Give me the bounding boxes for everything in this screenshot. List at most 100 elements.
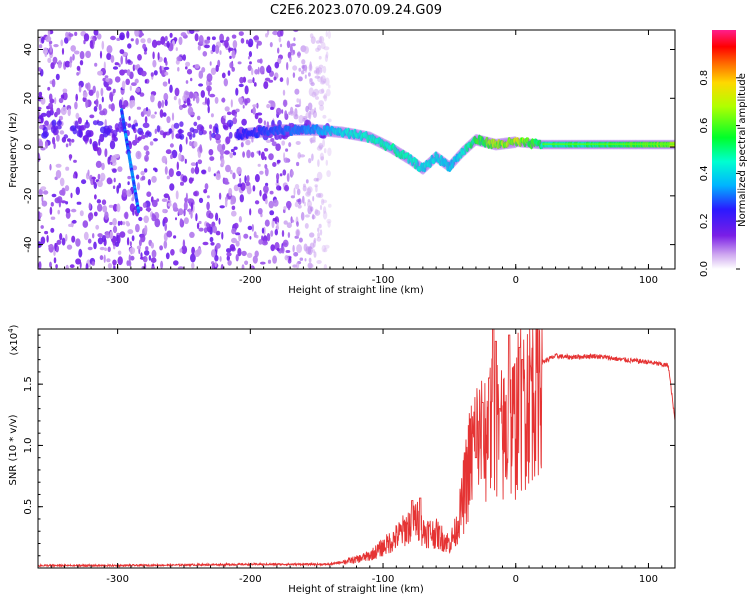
noise-blob xyxy=(44,230,49,235)
noise-blob xyxy=(136,245,141,250)
noise-blob xyxy=(317,227,320,233)
noise-blob xyxy=(227,70,231,76)
noise-blob xyxy=(67,108,71,117)
noise-blob xyxy=(61,237,66,246)
noise-blob xyxy=(138,216,143,222)
noise-blob xyxy=(316,236,322,242)
noise-blob xyxy=(301,59,306,65)
noise-blob xyxy=(313,88,319,96)
noise-blob xyxy=(207,166,211,173)
noise-blob xyxy=(129,85,132,91)
noise-blob xyxy=(74,101,78,110)
snr-scale-prefix: (x10 xyxy=(9,333,20,356)
noise-blob xyxy=(140,170,145,176)
noise-blob xyxy=(242,104,245,109)
noise-blob xyxy=(116,234,119,244)
noise-blob xyxy=(128,141,132,150)
band-blob xyxy=(112,129,118,138)
noise-blob xyxy=(89,40,94,49)
noise-blob xyxy=(110,35,116,41)
noise-blob xyxy=(38,106,42,111)
x-tick-label: -300 xyxy=(106,275,129,286)
noise-blob xyxy=(165,60,168,66)
noise-blob xyxy=(323,148,327,154)
noise-blob xyxy=(214,255,219,262)
noise-blob xyxy=(314,184,318,188)
noise-blob xyxy=(142,202,147,209)
band-blob xyxy=(70,125,77,131)
noise-blob xyxy=(144,79,148,84)
noise-blob xyxy=(281,109,284,114)
noise-blob xyxy=(175,47,178,52)
noise-blob xyxy=(230,200,234,205)
noise-blob xyxy=(223,115,227,119)
colorbar-tick-label: 0.2 xyxy=(699,213,710,229)
noise-blob xyxy=(46,124,52,130)
noise-blob xyxy=(235,108,240,113)
spectrogram-marks xyxy=(38,30,675,269)
noise-blob xyxy=(106,45,113,54)
noise-blob xyxy=(249,208,252,216)
noise-blob xyxy=(290,49,296,56)
noise-blob xyxy=(317,76,322,83)
noise-blob xyxy=(254,250,259,258)
noise-blob xyxy=(318,192,324,199)
noise-blob xyxy=(208,149,214,156)
noise-blob xyxy=(169,84,173,94)
noise-blob xyxy=(163,193,170,199)
noise-blob xyxy=(70,45,76,52)
noise-blob xyxy=(112,168,117,173)
noise-blob xyxy=(307,200,312,208)
noise-blob xyxy=(114,76,121,83)
noise-blob xyxy=(284,184,290,192)
noise-blob xyxy=(214,260,217,268)
noise-blob xyxy=(40,112,47,117)
noise-blob xyxy=(93,30,99,36)
noise-blob xyxy=(215,173,221,181)
x-tick-label: 0 xyxy=(513,574,519,585)
noise-blob xyxy=(293,30,299,33)
noise-blob xyxy=(65,233,68,242)
noise-blob xyxy=(239,177,242,184)
noise-blob xyxy=(320,88,325,94)
noise-blob xyxy=(252,255,258,264)
noise-blob xyxy=(257,66,260,75)
noise-blob xyxy=(138,239,142,247)
noise-blob xyxy=(112,66,119,70)
noise-blob xyxy=(65,211,71,219)
noise-blob xyxy=(204,183,209,190)
noise-blob xyxy=(281,140,286,146)
noise-blob xyxy=(230,148,235,153)
noise-blob xyxy=(238,216,242,223)
noise-blob xyxy=(301,65,305,69)
noise-blob xyxy=(53,250,56,256)
noise-blob xyxy=(147,179,151,186)
noise-blob xyxy=(143,215,149,224)
noise-blob xyxy=(229,169,233,175)
noise-blob xyxy=(144,225,148,234)
noise-blob xyxy=(195,161,198,168)
noise-blob xyxy=(318,142,323,150)
noise-blob xyxy=(318,35,325,44)
noise-blob xyxy=(252,185,256,192)
noise-blob xyxy=(235,254,239,262)
noise-blob xyxy=(238,97,244,103)
noise-blob xyxy=(173,96,177,101)
noise-blob xyxy=(245,181,251,187)
band-blob xyxy=(277,119,282,127)
band-blob xyxy=(86,132,92,138)
noise-blob xyxy=(171,149,178,159)
noise-blob xyxy=(99,246,105,251)
noise-blob xyxy=(92,176,95,186)
noise-blob xyxy=(164,166,168,175)
noise-blob xyxy=(188,208,191,215)
noise-blob xyxy=(274,229,278,236)
noise-blob xyxy=(270,106,274,110)
noise-blob xyxy=(59,233,63,241)
noise-blob xyxy=(324,244,330,249)
noise-blob xyxy=(239,194,244,203)
noise-blob xyxy=(151,175,157,183)
noise-blob xyxy=(49,261,52,268)
noise-blob xyxy=(275,181,280,187)
noise-blob xyxy=(127,43,132,49)
